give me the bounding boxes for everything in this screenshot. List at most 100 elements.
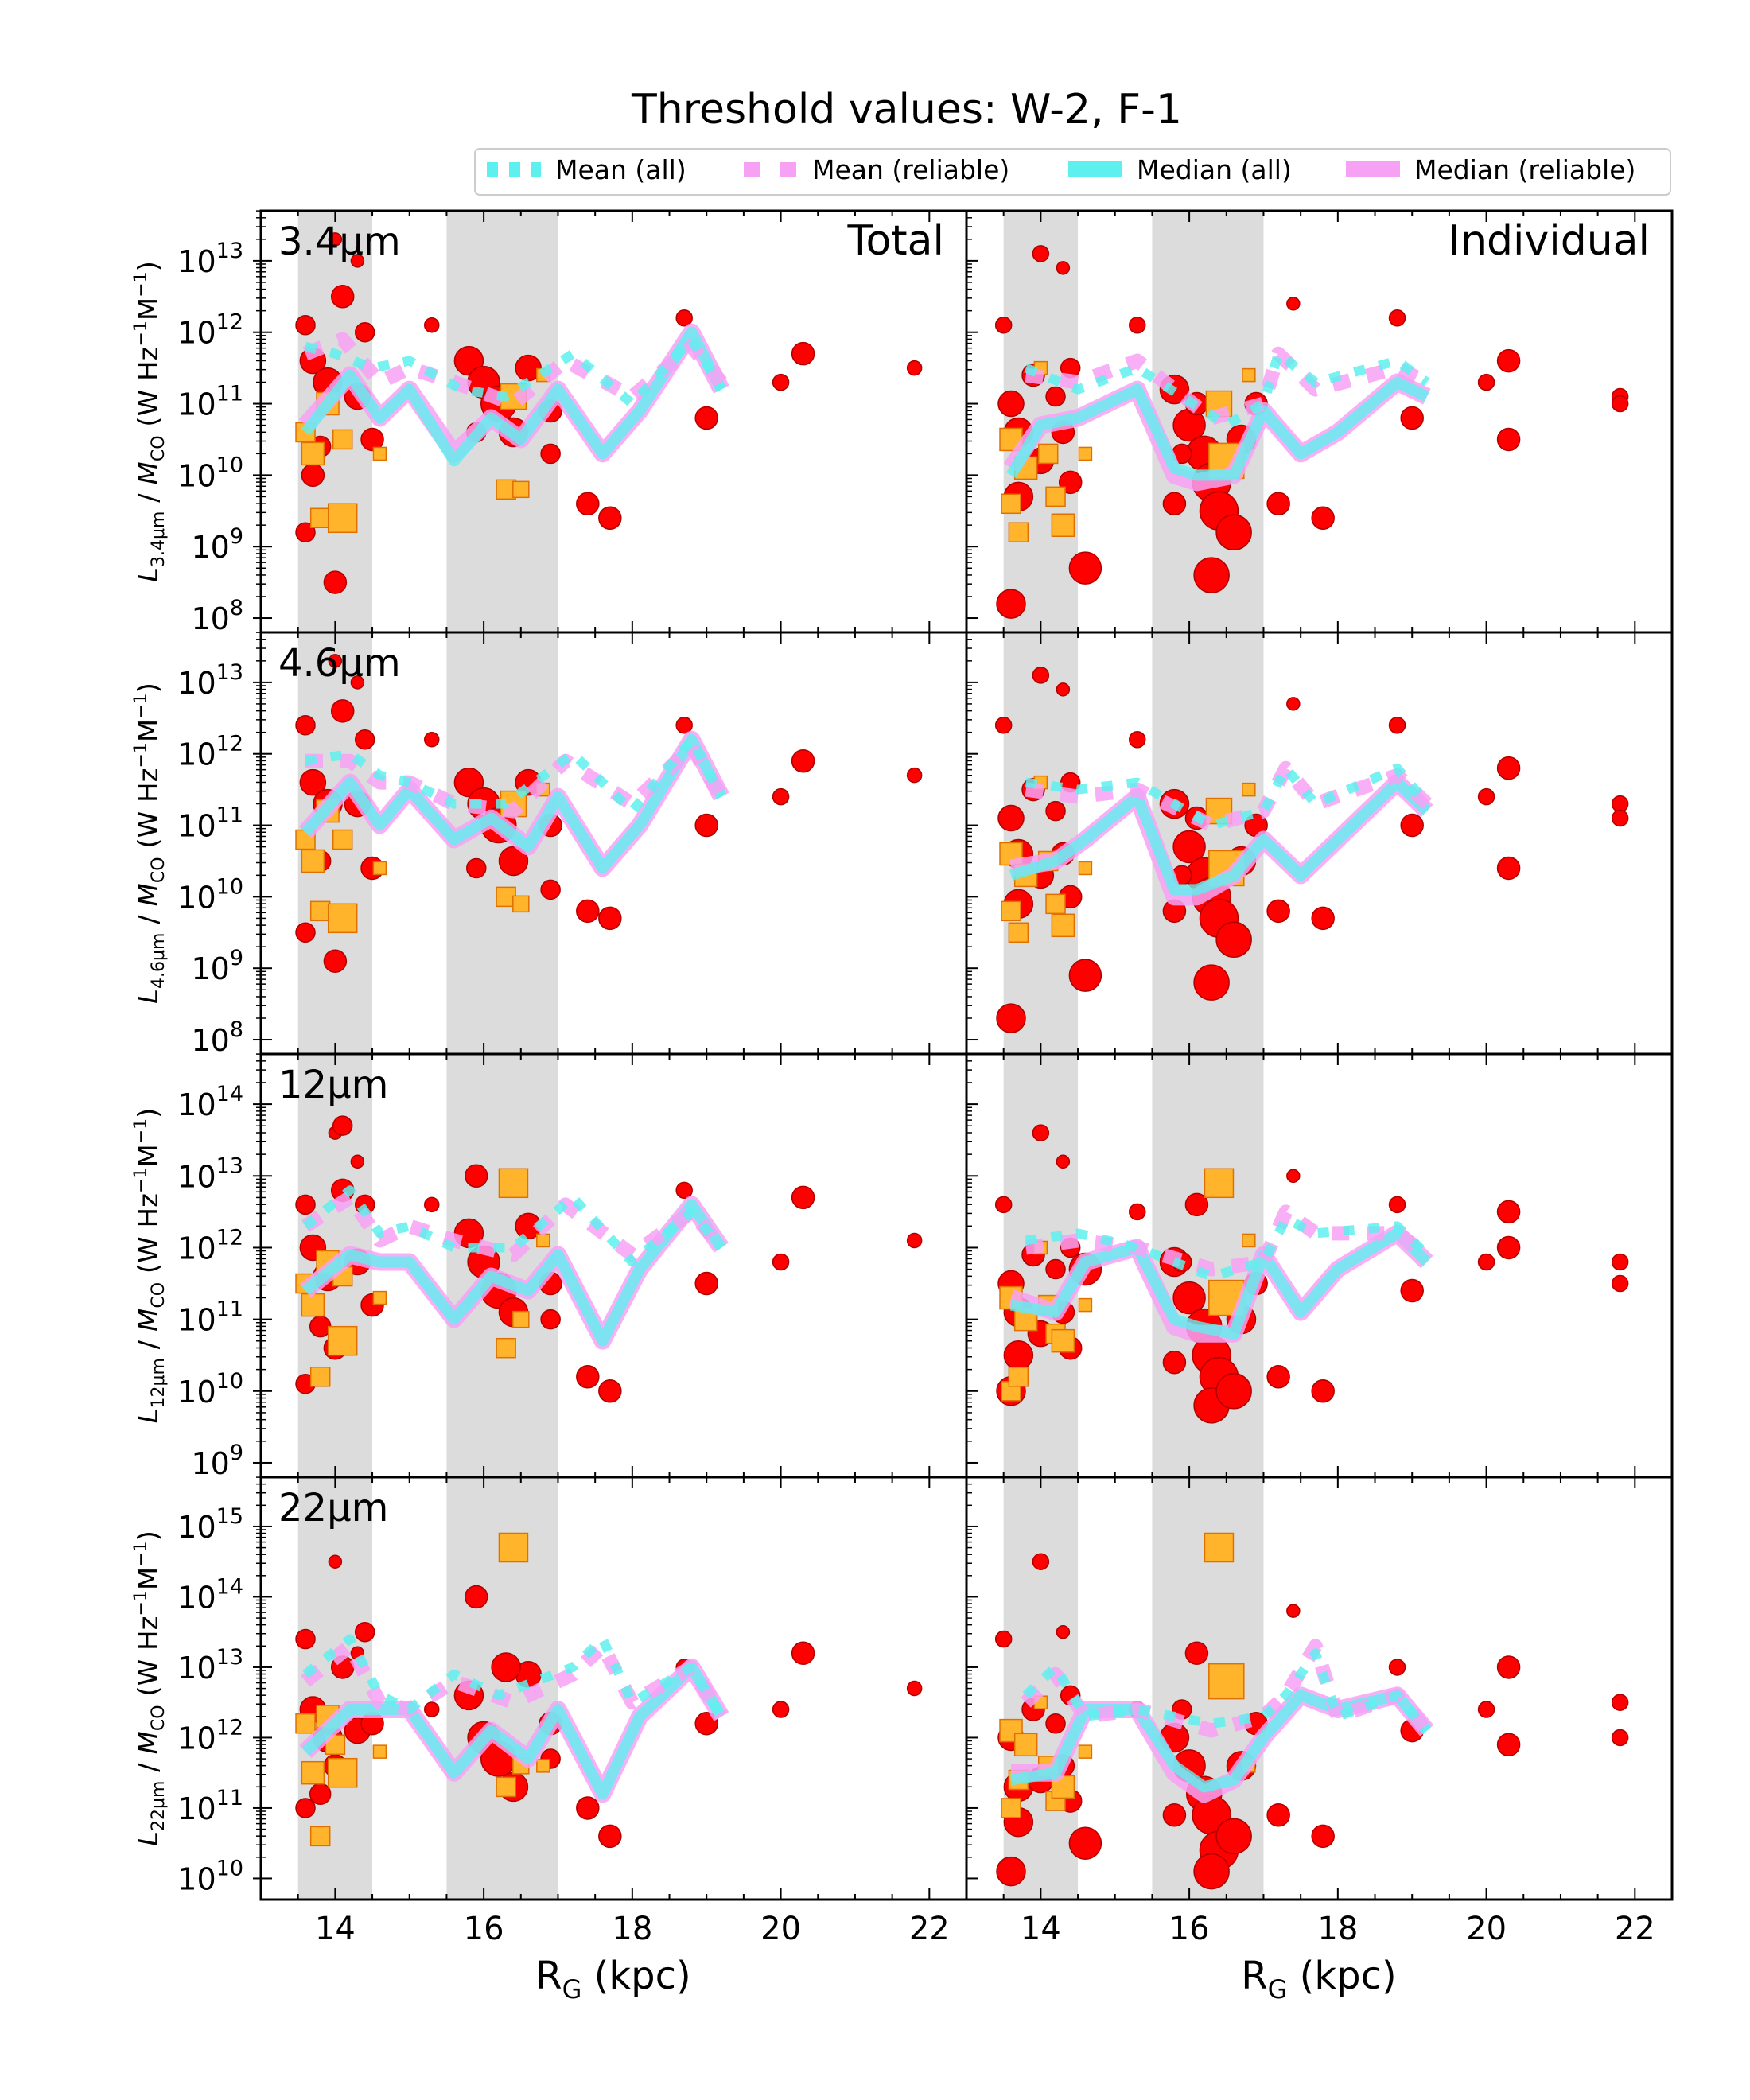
point-circle bbox=[1172, 830, 1206, 864]
point-square bbox=[498, 1532, 529, 1563]
point-circle bbox=[1184, 1641, 1209, 1665]
point-circle bbox=[906, 1232, 923, 1249]
point-circle bbox=[1477, 1253, 1495, 1271]
point-circle bbox=[791, 749, 815, 773]
x-tick-label: 18 bbox=[612, 1911, 652, 1947]
x-axis-labels: RG (kpc) RG (kpc) bbox=[535, 1954, 1397, 2005]
x-tick-label: 14 bbox=[1021, 1911, 1061, 1947]
point-circle bbox=[1056, 1624, 1071, 1639]
y-tick-label: 109 bbox=[191, 1441, 243, 1481]
point-circle bbox=[498, 846, 529, 877]
point-circle bbox=[1266, 492, 1290, 516]
point-square bbox=[1078, 1744, 1093, 1759]
mean-reliable-line bbox=[301, 1190, 727, 1262]
point-circle bbox=[1193, 1853, 1230, 1890]
point-square bbox=[332, 829, 353, 850]
point-circle bbox=[1266, 899, 1290, 924]
point-square bbox=[301, 1760, 325, 1785]
point-square bbox=[1045, 893, 1066, 915]
x-tick-label: 20 bbox=[760, 1911, 801, 1947]
point-circle bbox=[994, 717, 1013, 734]
y-tick-label: 1013 bbox=[177, 239, 243, 279]
point-circle bbox=[1496, 1732, 1521, 1757]
median-all-line bbox=[1005, 376, 1429, 481]
point-circle bbox=[295, 314, 316, 336]
legend-label: Mean (all) bbox=[555, 154, 686, 185]
y-tick-label: 1012 bbox=[177, 1225, 243, 1266]
point-circle bbox=[1388, 717, 1406, 734]
point-circle bbox=[540, 443, 561, 465]
point-circle bbox=[323, 570, 348, 594]
point-square bbox=[536, 1759, 550, 1773]
point-circle bbox=[423, 1701, 440, 1717]
y-tick-label: 1011 bbox=[177, 382, 243, 422]
point-circle bbox=[1496, 1655, 1521, 1679]
point-circle bbox=[1162, 1803, 1187, 1827]
point-circle bbox=[998, 390, 1025, 418]
point-circle bbox=[1611, 395, 1629, 413]
y-axis-label: L22μm / MCO (W Hz−1M−1) bbox=[131, 1530, 169, 1846]
point-circle bbox=[295, 1798, 316, 1818]
median-all-line bbox=[1009, 776, 1431, 896]
panel-22μm-total: 1010 1011 1012 1013 1014 1015 22μm 14 16 18 20 22 bbox=[177, 1476, 968, 1947]
y-tick-label: 1011 bbox=[177, 803, 243, 844]
point-square bbox=[1008, 522, 1029, 542]
point-circle bbox=[1477, 788, 1495, 806]
mean-reliable-line bbox=[1025, 760, 1433, 833]
point-circle bbox=[772, 788, 790, 806]
y-tick-label: 1014 bbox=[177, 1082, 243, 1122]
y-tick-label: 1012 bbox=[177, 732, 243, 772]
band-label: 22μm bbox=[278, 1486, 388, 1530]
point-square bbox=[1001, 1798, 1021, 1818]
point-square bbox=[309, 508, 331, 529]
shaded-band-0 bbox=[298, 1477, 373, 1900]
y-tick-label: 1011 bbox=[177, 1786, 243, 1826]
y-tick-label: 1010 bbox=[177, 1369, 243, 1410]
point-square bbox=[1242, 368, 1256, 383]
point-circle bbox=[1128, 316, 1146, 334]
point-circle bbox=[1128, 730, 1146, 749]
point-circle bbox=[772, 373, 790, 391]
y-tick-label: 1012 bbox=[177, 1715, 243, 1756]
point-circle bbox=[576, 492, 600, 516]
point-circle bbox=[1193, 964, 1230, 1001]
point-square bbox=[301, 849, 325, 873]
mean-all-line bbox=[1025, 1214, 1431, 1281]
point-circle bbox=[354, 321, 375, 343]
point-circle bbox=[1311, 1379, 1335, 1403]
y-tick-label: 1011 bbox=[177, 1297, 243, 1338]
point-circle bbox=[1172, 1281, 1206, 1315]
point-square bbox=[496, 1337, 516, 1359]
point-circle bbox=[1045, 800, 1066, 822]
point-circle bbox=[1496, 1200, 1521, 1224]
point-square bbox=[332, 429, 353, 450]
point-circle bbox=[295, 922, 316, 943]
point-circle bbox=[328, 654, 343, 668]
legend-label: Median (reliable) bbox=[1414, 154, 1635, 185]
mean-all-line bbox=[302, 1634, 726, 1719]
point-square bbox=[327, 1325, 358, 1356]
point-circle bbox=[1611, 1274, 1629, 1293]
point-circle bbox=[576, 1365, 600, 1389]
point-circle bbox=[791, 1641, 815, 1665]
point-circle bbox=[423, 1196, 440, 1213]
point-square bbox=[496, 1776, 516, 1798]
point-circle bbox=[299, 768, 327, 796]
point-circle bbox=[576, 899, 600, 924]
point-circle bbox=[1032, 245, 1050, 262]
point-square bbox=[372, 446, 387, 461]
point-circle bbox=[998, 804, 1025, 832]
point-circle bbox=[1477, 1701, 1495, 1718]
point-circle bbox=[1068, 959, 1102, 992]
point-circle bbox=[350, 1154, 365, 1169]
point-circle bbox=[772, 1701, 790, 1718]
point-circle bbox=[1045, 1713, 1066, 1734]
y-tick-label: 1015 bbox=[177, 1504, 243, 1545]
x-tick-label: 18 bbox=[1317, 1911, 1358, 1947]
point-circle bbox=[354, 729, 375, 750]
point-circle bbox=[540, 1309, 561, 1330]
median-all-line bbox=[301, 733, 727, 874]
point-circle bbox=[1184, 1192, 1209, 1217]
y-tick-label: 1013 bbox=[177, 1645, 243, 1686]
